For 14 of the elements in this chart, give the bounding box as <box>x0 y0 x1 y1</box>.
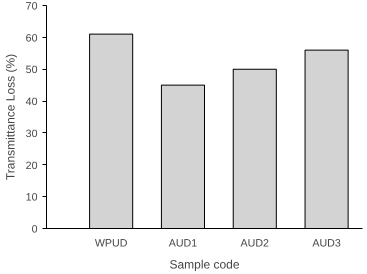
y-tick-label: 50 <box>26 64 38 76</box>
y-tick-label: 60 <box>26 32 38 44</box>
y-tick-label: 30 <box>26 128 38 140</box>
y-tick-label: 0 <box>32 224 38 236</box>
x-tick-label: AUD1 <box>168 238 198 250</box>
y-tick-label: 20 <box>26 160 38 172</box>
x-axis-title: Sample code <box>169 258 240 272</box>
y-tick-label: 40 <box>26 96 38 108</box>
y-axis-title: Transmittance Loss (%) <box>4 54 18 180</box>
x-tick-label: AUD2 <box>240 238 270 250</box>
x-tick-label: AUD3 <box>312 238 341 250</box>
y-tick-label: 70 <box>26 0 38 12</box>
x-tick-label: WPUD <box>94 238 128 250</box>
y-tick-label: 10 <box>26 192 38 204</box>
